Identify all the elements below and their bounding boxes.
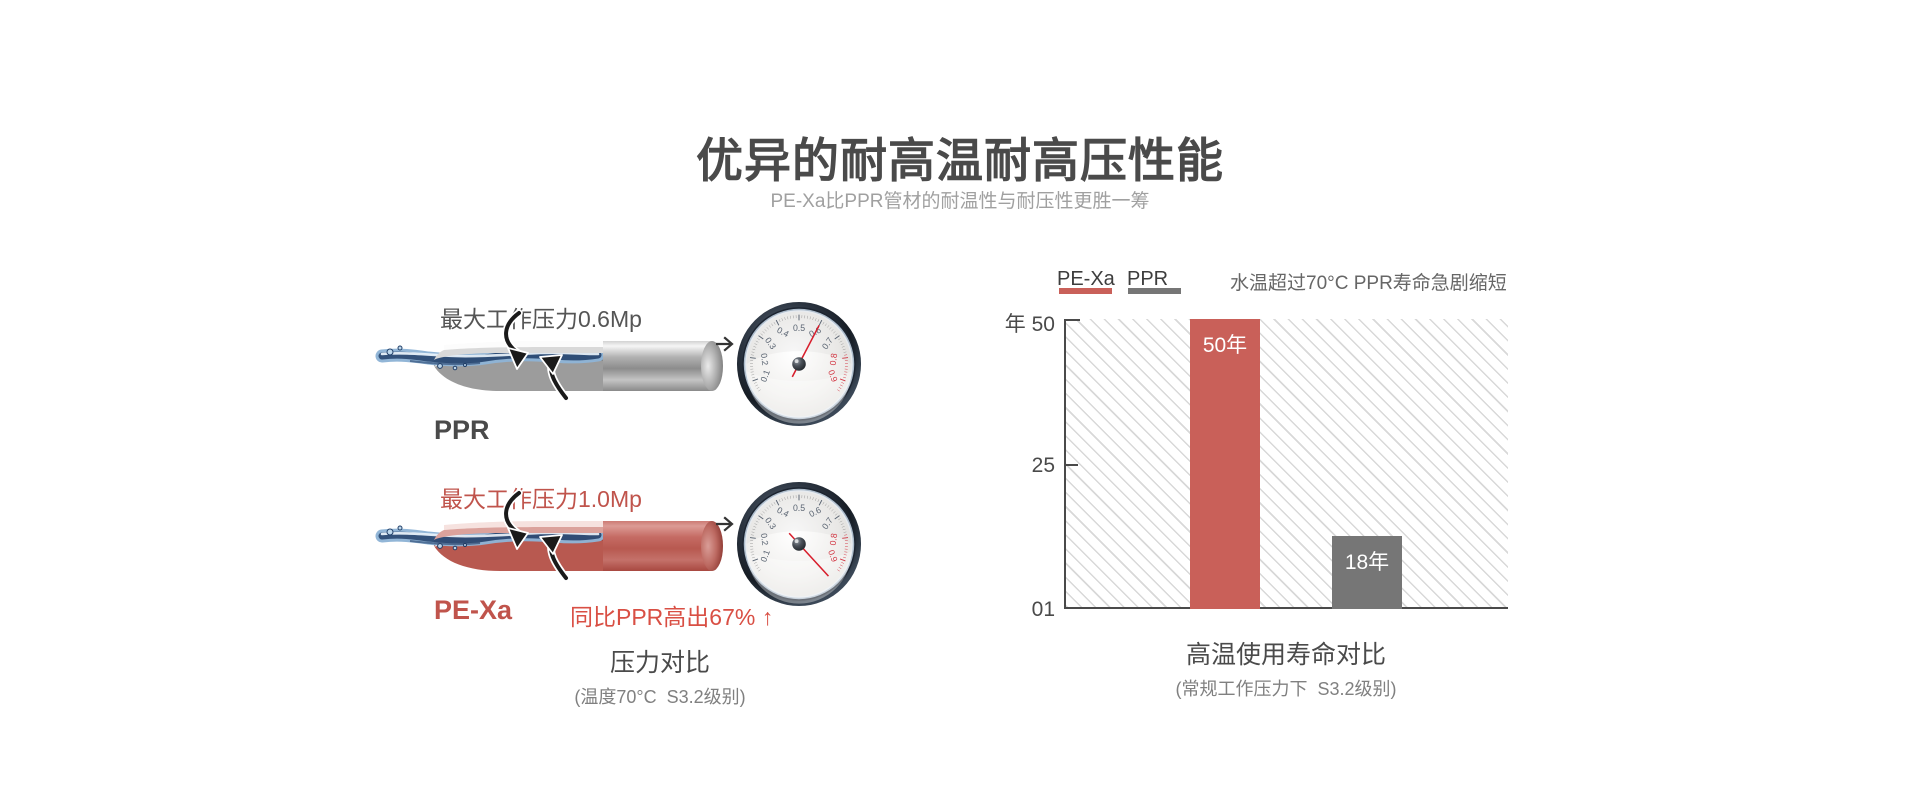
svg-text:0.5: 0.5 [793, 323, 805, 333]
svg-text:0.2: 0.2 [759, 353, 771, 366]
svg-text:0.2: 0.2 [759, 533, 771, 546]
svg-text:0.8: 0.8 [828, 352, 840, 365]
svg-text:0.8: 0.8 [828, 532, 840, 545]
svg-text:0.5: 0.5 [793, 503, 805, 513]
